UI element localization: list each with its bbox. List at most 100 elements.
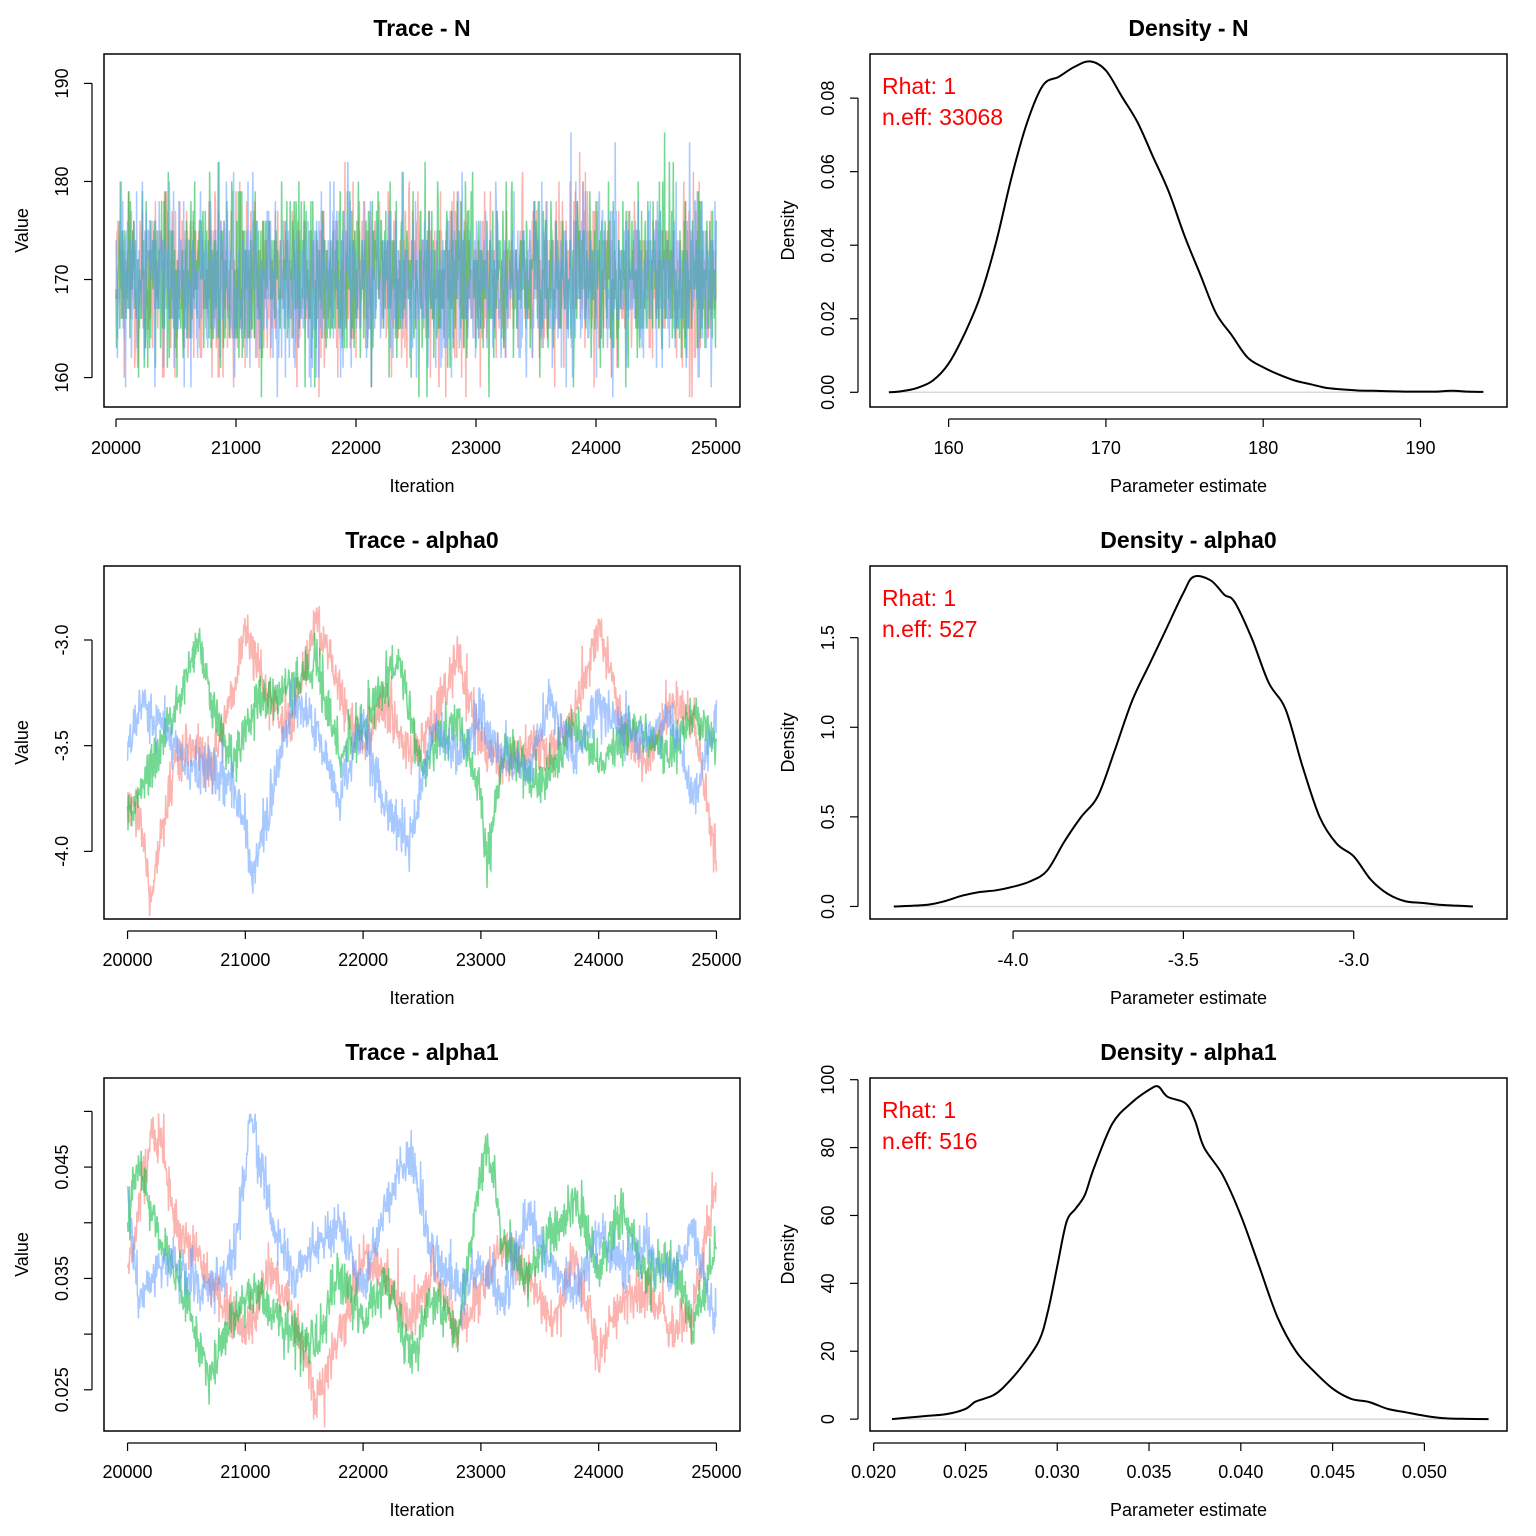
y-tick-label: 40 <box>818 1273 838 1293</box>
y-tick-label: 0.5 <box>818 804 838 829</box>
plot-frame <box>869 565 1508 920</box>
x-tick-label: 170 <box>1091 438 1121 458</box>
panel-trace-alpha0: Trace - alpha0 20000 21000 22000 23000 24000 2… <box>12 527 741 1008</box>
y-axis-label: Density <box>778 712 798 772</box>
y-tick-label: 0 <box>818 1414 838 1424</box>
rhat-annotation: Rhat: 1 <box>882 585 956 611</box>
x-tick-label: 0.040 <box>1218 1462 1263 1482</box>
x-tick-label: -3.5 <box>1168 950 1199 970</box>
x-tick-label: 0.020 <box>851 1462 896 1482</box>
y-tick-label: 0.04 <box>818 228 838 263</box>
panel-density-N: Density - N 160 170 180 190 Parameter estimat… <box>778 15 1508 496</box>
trace-series-line <box>126 677 718 894</box>
x-tick-label: 23000 <box>451 438 501 458</box>
x-tick-label: 0.045 <box>1310 1462 1355 1482</box>
y-tick-label: 0.0 <box>818 894 838 919</box>
neff-annotation: n.eff: 516 <box>882 1128 978 1154</box>
y-tick-label: 180 <box>52 166 72 196</box>
y-tick-label: 0.025 <box>52 1367 72 1412</box>
x-axis-label: Parameter estimate <box>1110 476 1267 496</box>
density-curve <box>891 1085 1489 1421</box>
trace-series-line <box>126 628 718 889</box>
y-axis-label: Density <box>778 200 798 260</box>
y-tick-label: 0.08 <box>818 81 838 116</box>
x-axis-label: Iteration <box>389 476 454 496</box>
x-tick-label: 20000 <box>91 438 141 458</box>
y-axis-label: Value <box>12 208 32 253</box>
chart-title: Trace - alpha0 <box>345 527 498 553</box>
panel-trace-alpha1: Trace - alpha1 20000 21000 22000 23000 24000 2… <box>12 1039 741 1520</box>
chart-title: Density - alpha0 <box>1100 527 1276 553</box>
y-axis-label: Value <box>12 720 32 765</box>
x-tick-label: 22000 <box>338 1462 388 1482</box>
plot-data <box>115 132 717 398</box>
x-tick-label: 24000 <box>574 1462 624 1482</box>
panel-density-alpha1: Density - alpha1 0.020 0.025 0.030 0.035 0.04… <box>778 1039 1508 1520</box>
y-tick-label: 1.5 <box>818 625 838 650</box>
plot-data <box>893 575 1473 908</box>
y-axis-label: Density <box>778 1224 798 1284</box>
y-tick-label: 0.06 <box>818 154 838 189</box>
plot-data <box>891 1085 1489 1421</box>
x-tick-label: 160 <box>934 438 964 458</box>
y-tick-label: 160 <box>52 363 72 393</box>
plot-data <box>888 60 1484 394</box>
trace-series-line <box>126 1113 717 1428</box>
y-tick-label: 1.0 <box>818 715 838 740</box>
x-tick-label: 20000 <box>103 950 153 970</box>
plot-frame <box>103 565 741 920</box>
x-tick-label: 21000 <box>211 438 261 458</box>
x-tick-label: 23000 <box>456 1462 506 1482</box>
x-tick-label: 25000 <box>691 1462 741 1482</box>
x-tick-label: 180 <box>1248 438 1278 458</box>
x-tick-label: 23000 <box>456 950 506 970</box>
x-tick-label: 24000 <box>571 438 621 458</box>
y-tick-label: 190 <box>52 68 72 98</box>
x-tick-label: 21000 <box>220 950 270 970</box>
y-tick-label: 0.035 <box>52 1256 72 1301</box>
trace-series-line <box>126 1133 718 1405</box>
rhat-annotation: Rhat: 1 <box>882 73 956 99</box>
x-tick-label: 0.025 <box>943 1462 988 1482</box>
panel-density-alpha0: Density - alpha0 -4.0 -3.5 -3.0 Parameter es… <box>778 527 1508 1008</box>
chart-title: Density - alpha1 <box>1100 1039 1277 1065</box>
neff-annotation: n.eff: 527 <box>882 616 978 642</box>
plot-data <box>126 605 718 917</box>
x-axis-label: Parameter estimate <box>1110 1500 1267 1520</box>
x-tick-label: 22000 <box>338 950 388 970</box>
x-tick-label: 0.035 <box>1127 1462 1172 1482</box>
x-tick-label: 21000 <box>220 1462 270 1482</box>
y-tick-label: -4.0 <box>52 836 72 867</box>
y-tick-label: -3.0 <box>52 624 72 655</box>
y-tick-label: 80 <box>818 1138 838 1158</box>
x-tick-label: -3.0 <box>1338 950 1369 970</box>
plot-frame <box>869 1077 1508 1432</box>
x-tick-label: 25000 <box>691 950 741 970</box>
x-tick-label: -4.0 <box>998 950 1029 970</box>
plot-frame <box>869 53 1508 408</box>
panel-trace-N: Trace - N 20000 21000 22000 23000 24000 25000 I… <box>12 15 741 496</box>
x-tick-label: 25000 <box>691 438 741 458</box>
rhat-annotation: Rhat: 1 <box>882 1097 956 1123</box>
x-tick-label: 22000 <box>331 438 381 458</box>
x-tick-label: 0.050 <box>1402 1462 1447 1482</box>
x-tick-label: 20000 <box>103 1462 153 1482</box>
x-tick-label: 0.030 <box>1035 1462 1080 1482</box>
chart-title: Trace - N <box>373 15 470 41</box>
y-tick-label: 60 <box>818 1205 838 1225</box>
density-curve <box>893 575 1473 908</box>
y-tick-label: -3.5 <box>52 730 72 761</box>
y-tick-label: 0.00 <box>818 375 838 410</box>
y-tick-label: 0.045 <box>52 1145 72 1190</box>
x-axis-label: Parameter estimate <box>1110 988 1267 1008</box>
y-tick-label: 100 <box>818 1065 838 1095</box>
plot-data <box>126 1113 718 1428</box>
plot-frame <box>103 53 741 408</box>
x-axis-label: Iteration <box>389 1500 454 1520</box>
x-tick-label: 190 <box>1405 438 1435 458</box>
y-tick-label: 170 <box>52 265 72 295</box>
plot-frame <box>103 1077 741 1432</box>
x-tick-label: 24000 <box>574 950 624 970</box>
neff-annotation: n.eff: 33068 <box>882 104 1003 130</box>
